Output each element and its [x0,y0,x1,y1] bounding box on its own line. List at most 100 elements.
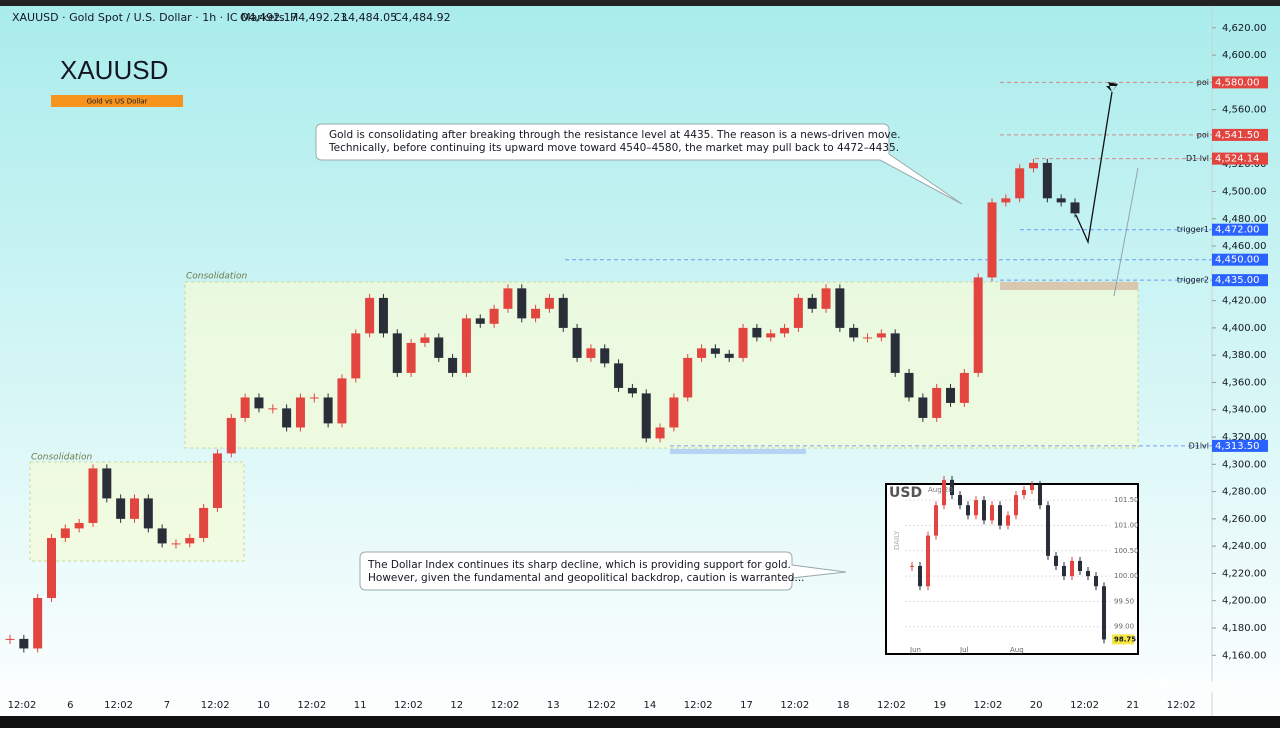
candle [503,288,513,309]
x-tick-label: 12:02 [104,700,133,711]
inset-x-tick-label: Aug [1010,646,1024,654]
subtitle-badge [51,95,183,107]
x-tick-label: 10 [257,700,270,711]
candle [904,372,914,398]
candle [1006,515,1010,526]
x-tick-label: 12:02 [491,700,520,711]
candle [572,327,582,358]
x-tick-label: 7 [164,700,170,711]
y-tick-label: 4,380.00 [1222,350,1267,361]
candle [1022,490,1026,496]
zone-label: Consolidation [31,453,92,463]
candle [240,397,250,418]
candle [1001,198,1011,203]
candle [958,495,962,506]
level-name: trigger2 [1177,276,1209,285]
candle [558,297,568,328]
candle [586,348,596,358]
x-tick-label: 12:02 [1167,700,1196,711]
x-tick-label: 12:02 [587,700,616,711]
bottom-bar [0,716,1280,728]
header-high: H4,492.23 [290,11,347,24]
inset-y-tick-label: 101.00 [1114,521,1139,529]
y-tick-label: 4,240.00 [1222,541,1267,552]
candle [102,468,112,499]
candle [406,342,416,373]
candle [337,378,347,424]
y-tick-label: 4,280.00 [1222,487,1267,498]
candle [143,498,153,529]
y-tick-label: 4,200.00 [1222,596,1267,607]
candle [434,337,444,358]
projection-arrow [1113,167,1139,297]
inset-y-tick-label: 100.00 [1114,572,1139,580]
y-tick-label: 4,160.00 [1222,650,1267,661]
y-tick-label: 4,600.00 [1222,50,1267,61]
candle [185,537,195,544]
candle [766,333,776,338]
candle [1038,484,1042,506]
candle [987,202,997,278]
candle [918,397,928,418]
inset-plot: 99.00 99.50 100.00 100.50 101.00 101.50 98.75 J… [905,475,1139,654]
x-tick-label: 12:02 [780,700,809,711]
candle [33,597,43,649]
y-tick-label: 4,180.00 [1222,623,1267,634]
candle [19,638,29,649]
candle [614,363,624,388]
plot [5,81,1212,653]
inset-x-tick-label: Jul [959,646,969,654]
inset-y-tick-label: 101.50 [1114,496,1139,504]
candle [309,397,319,399]
candle [46,537,56,598]
x-tick-label: 11 [354,700,367,711]
candle [669,397,679,428]
candle [974,500,978,516]
subtitle: Gold vs US Dollar [87,98,148,106]
candle [129,498,139,519]
inset-y-tick-label: 100.50 [1114,547,1139,555]
y-tick-label: 4,260.00 [1222,514,1267,525]
candle [461,318,471,373]
x-tick-label: 20 [1030,700,1043,711]
annotation: However, given the fundamental and geopo… [368,572,805,584]
candle [821,288,831,309]
level-badge [1212,274,1268,287]
candle [600,348,610,364]
candle [1046,505,1050,556]
candle [683,357,693,398]
level-name: poi [1197,78,1209,87]
level-badge [1212,439,1268,452]
candle [116,498,126,519]
x-tick-label: 12:02 [394,700,423,711]
level-name: poi [1197,130,1209,139]
candle [1070,560,1074,577]
candle [489,308,499,324]
candle [254,397,264,409]
y-tick-label: 4,300.00 [1222,459,1267,470]
candle [226,417,236,454]
candle [807,297,817,309]
x-tick-label: 12:02 [684,700,713,711]
y-tick-label: 4,500.00 [1222,187,1267,198]
candle [323,397,333,424]
callout [359,551,847,591]
candle [942,479,946,506]
candle [655,427,665,439]
candle [1029,162,1039,169]
x-tick-label: 12:02 [297,700,326,711]
candle [378,297,388,334]
y-tick-label: 4,480.00 [1222,214,1267,225]
candle [1078,560,1082,572]
projection-arrow [1075,91,1113,245]
candle [697,348,707,358]
x-tick-label: 19 [933,700,946,711]
candle [998,505,1002,526]
candle [60,528,70,538]
level-badge [1212,253,1268,266]
candle [738,327,748,358]
header-symbol: XAUUSD · Gold Spot / U.S. Dollar · 1h · … [12,11,285,24]
level-badge [1212,152,1268,165]
